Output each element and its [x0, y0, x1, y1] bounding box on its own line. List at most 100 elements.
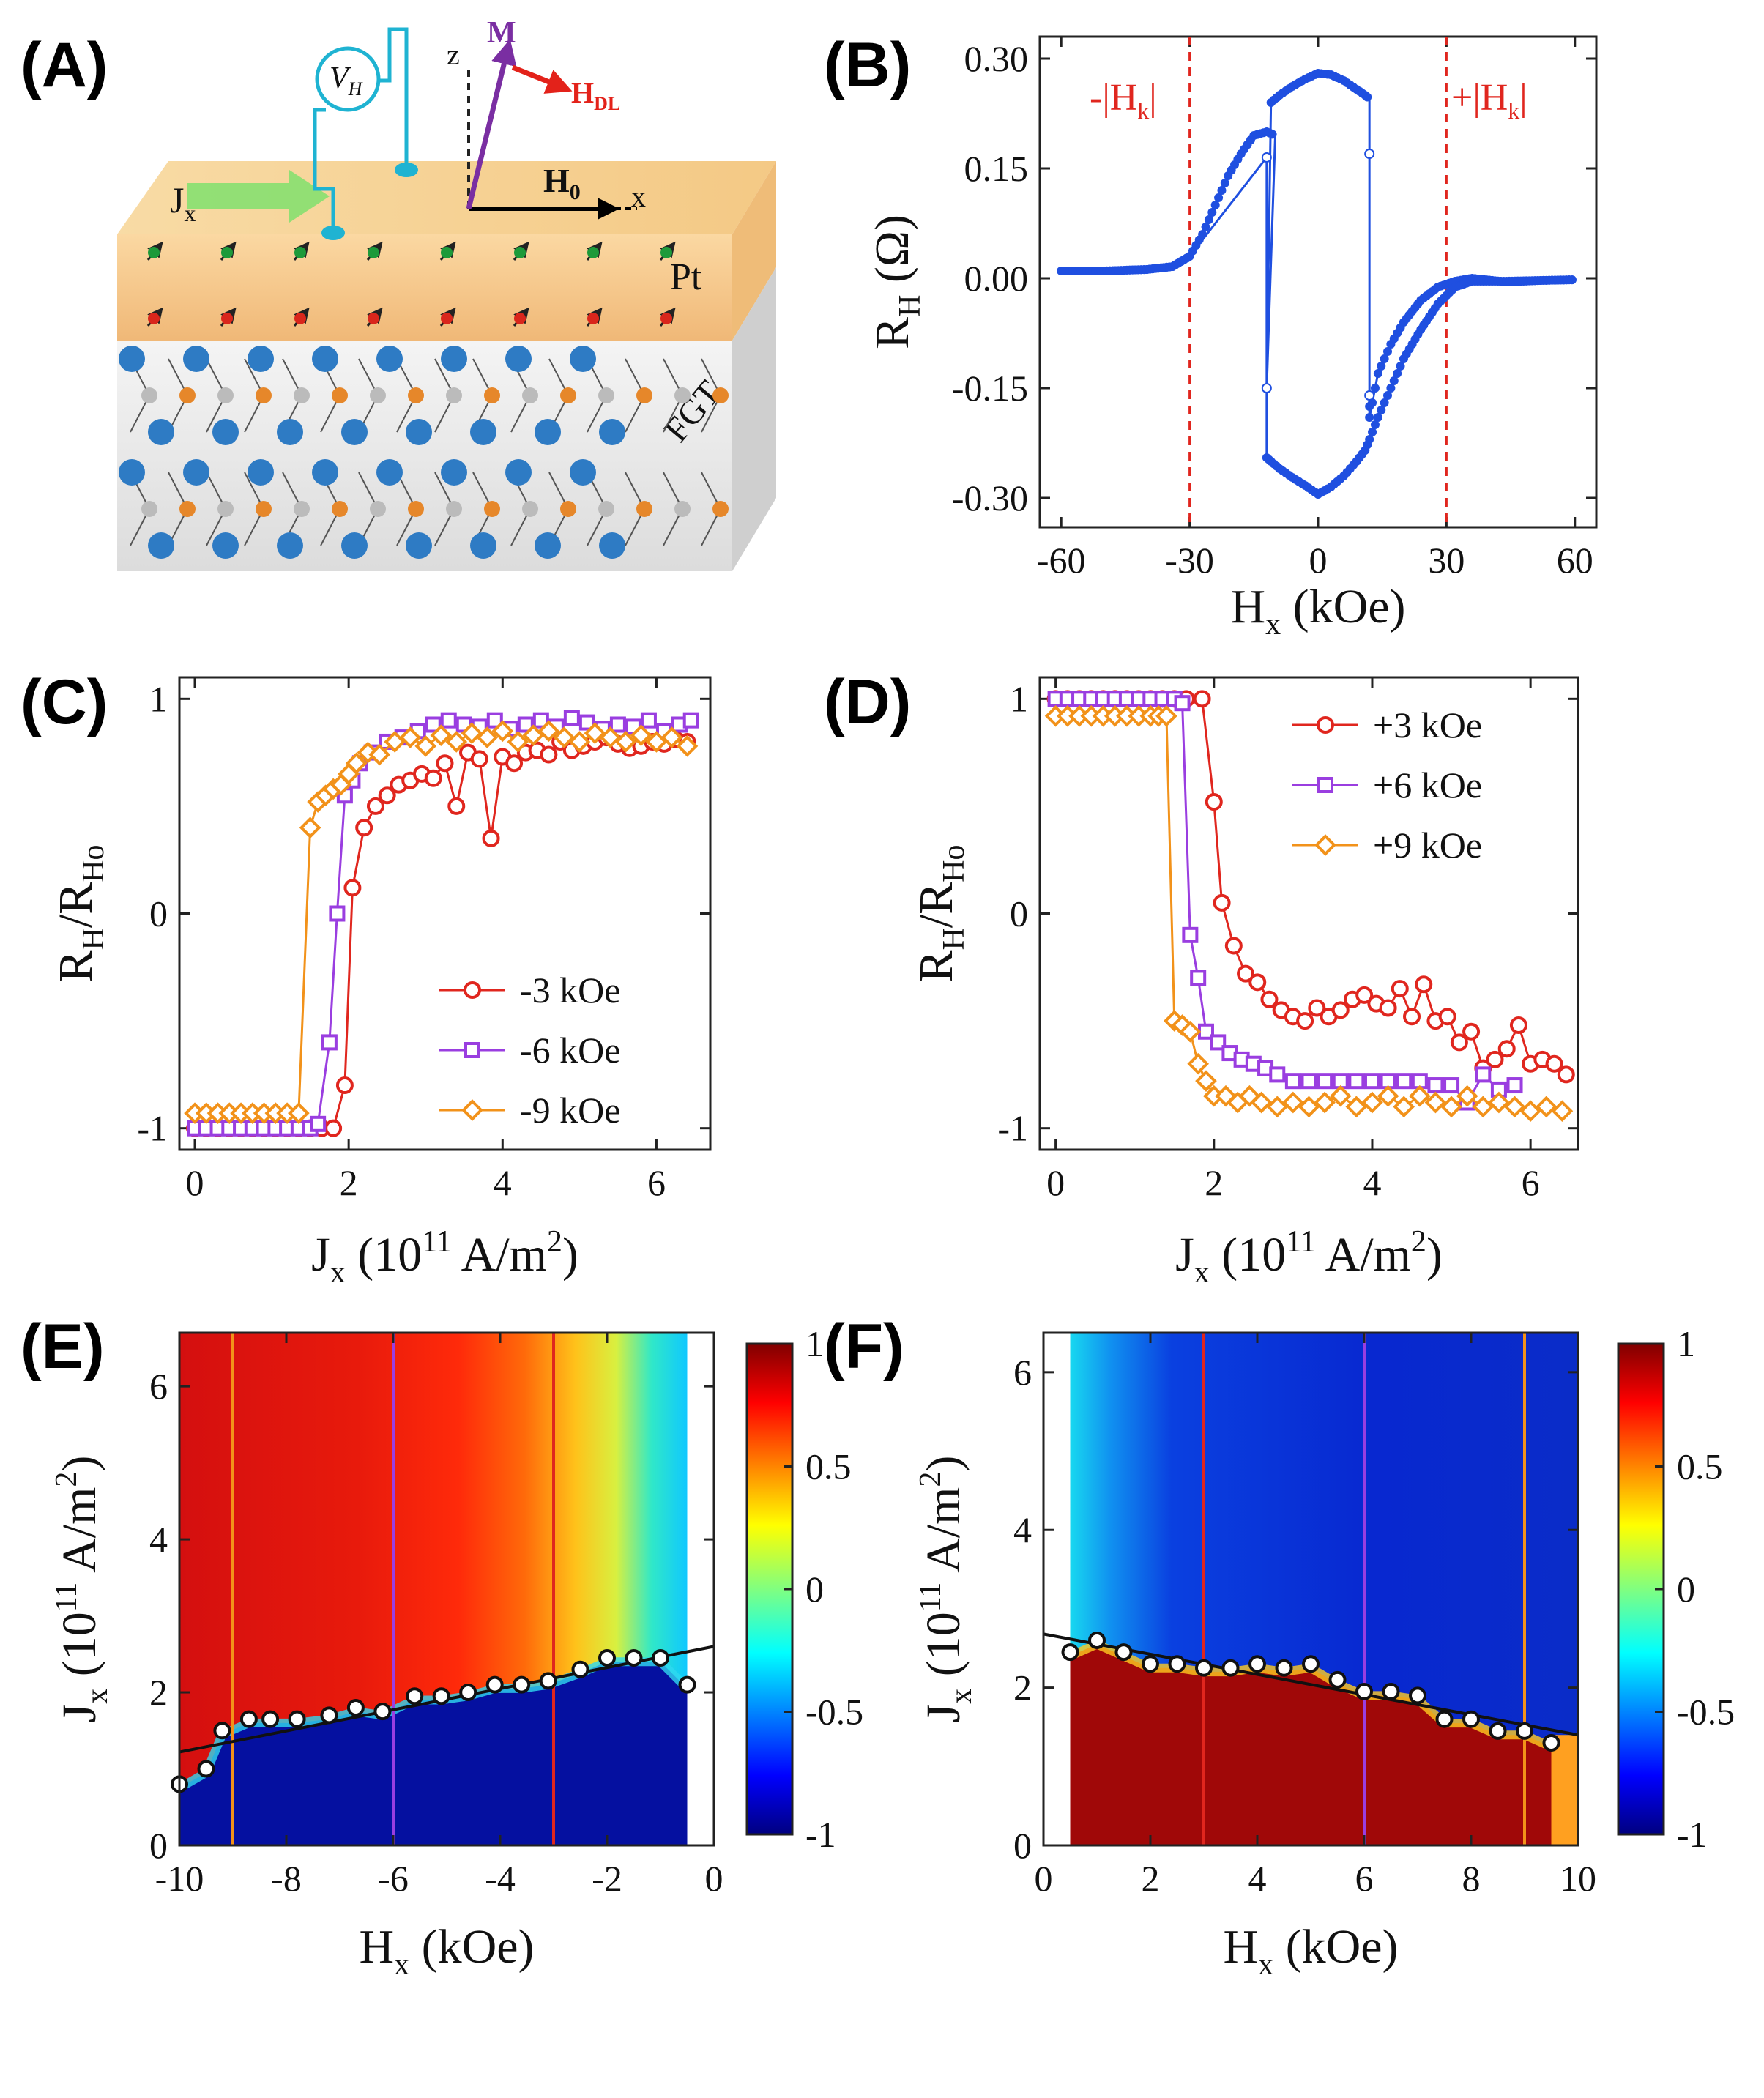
spin-green-dot: [441, 247, 453, 258]
y-tick-label: 2: [1013, 1667, 1032, 1708]
critical-current-point: [1221, 1659, 1240, 1677]
te-atom: [183, 459, 209, 486]
h0-label: H0: [543, 162, 581, 204]
fgt-layer-side: [732, 267, 776, 571]
series-point: [1438, 1008, 1456, 1026]
spin-arrows: [146, 241, 676, 327]
m-label: M: [487, 16, 516, 50]
critical-current-point: [1248, 1655, 1266, 1673]
series-point: [1213, 893, 1231, 912]
te-atom: [312, 346, 338, 372]
probe-contact-left: [321, 226, 345, 240]
series-point: [599, 726, 622, 748]
jx-label: Jx: [170, 179, 196, 226]
series-point: [447, 797, 466, 815]
legend-entry: +9 kOe: [1373, 825, 1482, 866]
series-point: [482, 829, 500, 847]
y-tick-label: 0: [149, 893, 168, 934]
series-point: [1155, 704, 1177, 727]
series-point: [368, 743, 391, 766]
x-tick-label: 6: [1522, 1162, 1540, 1203]
hall-loop-point: [1377, 362, 1386, 371]
series-point: [1450, 1033, 1468, 1052]
x-tick-label: 6: [647, 1162, 666, 1203]
critical-current-point: [1275, 1659, 1293, 1677]
series-point: [1317, 1073, 1333, 1090]
hall-loop-point: [1380, 398, 1389, 407]
series-point: [1237, 964, 1255, 983]
colorbar-tick-label: 0: [805, 1569, 824, 1610]
hall-loop-point: [1370, 384, 1380, 393]
x-tick-label: 4: [1248, 1858, 1267, 1899]
series-point: [1535, 1096, 1558, 1118]
spin-green-dot: [221, 247, 233, 258]
critical-current-point: [598, 1649, 616, 1667]
fgt-atoms: [119, 346, 729, 559]
fe-ge-atom: [179, 501, 196, 517]
legend-marker: [1314, 834, 1336, 856]
y-tick-label: 0.30: [964, 38, 1029, 79]
current-arrow: [187, 170, 330, 223]
series-point: [1363, 1073, 1380, 1090]
series-point: [461, 722, 483, 745]
te-atom: [599, 419, 625, 445]
switching-point: [1364, 390, 1375, 401]
y-tick-label: 1: [149, 678, 168, 719]
critical-current-point: [346, 1698, 365, 1716]
series-point: [584, 722, 606, 745]
series-point: [1308, 999, 1326, 1017]
fe-ge-atom: [179, 387, 196, 403]
fe-ge-atom: [522, 501, 538, 517]
fe-ge-atom: [141, 501, 157, 517]
hall-loop-point: [1377, 406, 1386, 414]
series-point: [1260, 990, 1279, 1008]
spin-green-dot: [148, 247, 160, 258]
spin-red-dot: [660, 313, 672, 324]
series-point: [1377, 1085, 1399, 1107]
series-point: [563, 710, 580, 726]
series-point: [1509, 1016, 1527, 1034]
hall-loop-point: [1214, 193, 1224, 202]
fe-ge-atom: [522, 387, 538, 403]
panel-b-label: (B): [824, 30, 911, 100]
te-atom: [441, 459, 467, 486]
te-atom: [119, 346, 145, 372]
x-tick-label: -60: [1037, 540, 1086, 581]
series-point: [414, 734, 437, 757]
y-tick-label: -1: [137, 1108, 168, 1149]
critical-current-point: [1435, 1710, 1454, 1728]
panel-e-label: (E): [21, 1312, 105, 1382]
spin-red-dot: [294, 313, 306, 324]
te-atom: [505, 346, 532, 372]
fe-ge-atom: [598, 501, 614, 517]
x-axis-label: Hx (kOe): [359, 1920, 534, 1982]
hall-loop-point: [1383, 347, 1392, 356]
fe-ge-atom: [217, 387, 234, 403]
series-point: [1210, 1034, 1227, 1051]
te-atom: [212, 532, 239, 559]
fe-ge-atom: [217, 501, 234, 517]
critical-current-point: [513, 1675, 531, 1694]
hall-loop-point: [1207, 208, 1217, 217]
pt-layer-side: [732, 161, 776, 341]
series-point: [1250, 1091, 1273, 1114]
hall-loop-point: [1220, 179, 1229, 187]
hall-loop-point: [1383, 391, 1392, 400]
fe-ge-atom: [370, 387, 386, 403]
fe-ge-atom: [294, 501, 310, 517]
fe-ge-atom: [712, 501, 729, 517]
hall-loop-point: [1217, 186, 1227, 195]
te-atom: [441, 346, 467, 372]
series-point: [1396, 1073, 1413, 1090]
y-axis-label: RH/RHo: [909, 844, 971, 982]
series-line: [1055, 697, 1515, 1105]
series-point: [505, 754, 524, 773]
te-atom: [535, 532, 561, 559]
pos-hk-label: +|Hk|: [1451, 77, 1527, 124]
critical-current-point: [1382, 1683, 1400, 1700]
y-tick-label: -0.15: [952, 368, 1028, 409]
x-tick-label: 0: [186, 1162, 204, 1203]
legend-entry: +3 kOe: [1373, 704, 1482, 745]
series-point: [1415, 975, 1433, 994]
